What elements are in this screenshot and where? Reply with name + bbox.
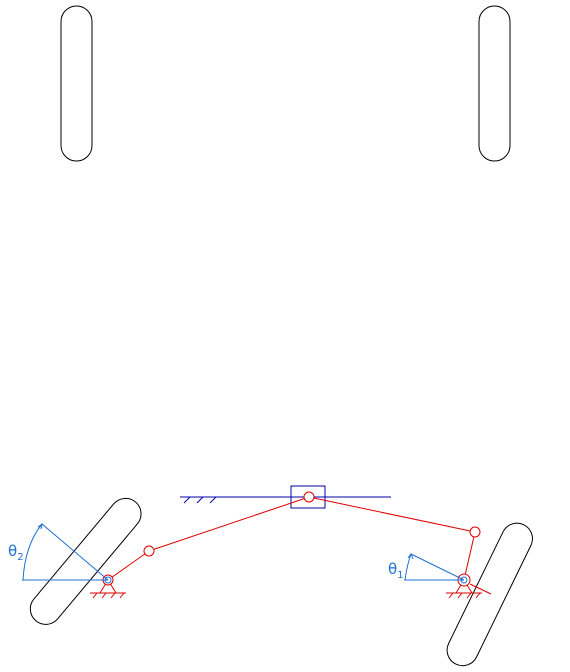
slider-guide [180, 496, 391, 504]
theta1-label: θ1 [388, 560, 404, 581]
theta1-angle-indicator [404, 552, 465, 581]
left-tie-rod [148, 496, 310, 552]
left-steering-arm [107, 550, 150, 581]
rear-left-wheel [60, 5, 93, 162]
right-ground-pivot [446, 579, 492, 599]
right-steering-arm [463, 531, 476, 581]
rear-right-wheel [478, 5, 511, 162]
right-tie-rod [308, 496, 476, 533]
theta2-angle-indicator [22, 522, 109, 581]
front-right-wheel [446, 522, 533, 667]
left-arm-joint [143, 545, 155, 557]
theta2-label: θ2 [8, 542, 24, 563]
right-arm-joint [469, 526, 481, 538]
slider-joint [303, 491, 315, 503]
left-ground-pivot [90, 579, 126, 599]
slider-block [290, 485, 326, 509]
